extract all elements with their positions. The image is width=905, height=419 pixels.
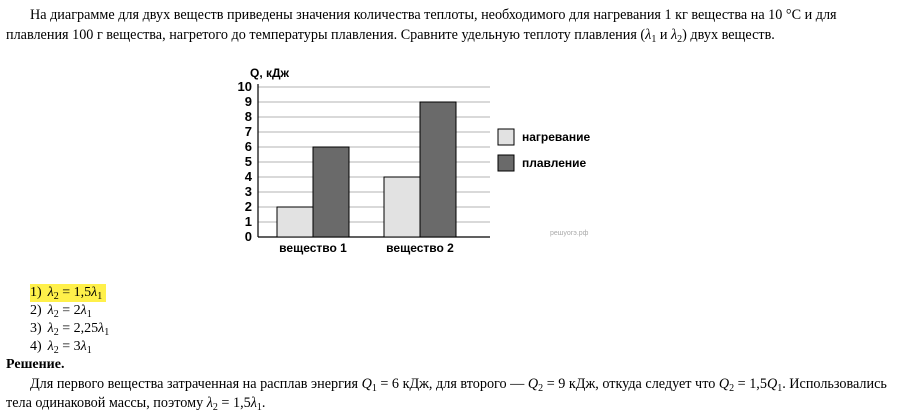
lambda-symbol: λ: [645, 26, 652, 43]
y-tick-label: 1: [245, 214, 252, 229]
solution-part: = 1,5: [217, 395, 251, 411]
lambda-symbol: λ: [47, 303, 54, 318]
lambda-symbol: λ: [47, 339, 54, 354]
subscript: 1: [97, 291, 103, 302]
subscript: 2: [538, 383, 544, 394]
bar-melting: [312, 146, 350, 238]
answer-text: 3) λ2 = 2,25λ1: [30, 320, 109, 338]
subscript: 2: [53, 291, 59, 302]
answer-coefficient: = 2: [58, 303, 81, 318]
watermark: решуогэ.рф: [550, 230, 589, 237]
subscript: 2: [677, 33, 683, 45]
subscript: 2: [729, 383, 735, 394]
problem-text: На диаграмме для двух веществ приведены …: [6, 6, 886, 45]
answer-number: 4): [30, 339, 42, 354]
subscript: 1: [777, 383, 783, 394]
x-tick-label: вещество 2: [386, 241, 454, 255]
answer-coefficient: = 3: [58, 339, 81, 354]
bar-heating: [383, 176, 421, 238]
subscript: 2: [212, 402, 218, 413]
subscript: 2: [53, 327, 59, 338]
q-symbol: Q: [718, 376, 730, 392]
answer-options: 1) λ2 = 1,5λ1 2) λ2 = 2λ1 3) λ2 = 2,25λ1 4) λ2 …: [30, 284, 109, 356]
subscript: 1: [256, 402, 262, 413]
y-tick-label: 10: [238, 79, 252, 94]
y-tick-label: 3: [245, 184, 252, 199]
q-symbol: Q: [766, 376, 778, 392]
y-tick-label: 5: [245, 154, 252, 169]
y-tick-label: 9: [245, 94, 252, 109]
lambda-symbol: λ: [80, 303, 87, 318]
legend-label: плавление: [522, 156, 587, 170]
answer-highlighted: 1) λ2 = 1,5λ1: [30, 284, 107, 302]
legend-swatch: [497, 128, 515, 146]
subscript: 2: [53, 345, 59, 356]
problem-tail: ) двух веществ.: [682, 26, 775, 43]
subscript: 1: [651, 33, 657, 45]
y-tick-label: 8: [245, 109, 252, 124]
y-tick-label: 6: [245, 139, 252, 154]
answer-number: 2): [30, 303, 42, 318]
q-symbol: Q: [361, 376, 372, 392]
answer-text: 4) λ2 = 3λ1: [30, 338, 109, 356]
answer-text: 2) λ2 = 2λ1: [30, 302, 109, 320]
answer-number: 3): [30, 321, 42, 336]
answer-option: 4) λ2 = 3λ1: [30, 338, 109, 356]
lambda-symbol: λ: [47, 285, 54, 300]
lambda-symbol: λ: [206, 395, 213, 411]
solution-heading: Решение.: [6, 357, 65, 372]
lambda-symbol: λ: [250, 395, 257, 411]
subscript: 2: [53, 309, 59, 320]
y-axis-label: Q, кДж: [250, 66, 290, 80]
solution-part: . Использовались тела одинаковой массы, …: [6, 376, 887, 411]
lambda-symbol: λ: [98, 321, 105, 336]
y-tick-label: 2: [245, 199, 252, 214]
answer-coefficient: = 1,5: [58, 285, 92, 300]
y-tick-label: 7: [245, 124, 252, 139]
legend-label: нагревание: [522, 130, 590, 144]
solution-text: Для первого вещества затраченная на расп…: [6, 375, 896, 413]
answer-option: 3) λ2 = 2,25λ1: [30, 320, 109, 338]
lambda-symbol: λ: [91, 285, 98, 300]
subscript: 1: [86, 309, 92, 320]
answer-option: 2) λ2 = 2λ1: [30, 302, 109, 320]
legend-swatch: [497, 154, 515, 172]
lambda-symbol: λ: [671, 26, 678, 43]
answer-coefficient: = 2,25: [58, 321, 99, 336]
solution-part: = 6 кДж, для второго —: [376, 376, 528, 392]
conjunction: и: [656, 26, 671, 43]
solution-part: = 9 кДж, откуда следует что: [543, 376, 719, 392]
lambda-symbol: λ: [80, 339, 87, 354]
y-tick-label: 4: [245, 169, 253, 184]
solution-part: = 1,5: [734, 376, 767, 392]
q-symbol: Q: [527, 376, 539, 392]
solution-part: Для первого вещества затраченная на расп…: [30, 376, 362, 392]
solution-part: .: [261, 395, 266, 411]
lambda-symbol: λ: [47, 321, 54, 336]
answer-option: 1) λ2 = 1,5λ1: [30, 284, 109, 302]
subscript: 1: [86, 345, 92, 356]
problem-body: На диаграмме для двух веществ приведены …: [6, 7, 837, 43]
answer-number: 1): [30, 285, 42, 300]
bar-melting: [419, 101, 457, 238]
bar-heating: [276, 206, 314, 238]
x-tick-label: вещество 1: [279, 241, 347, 255]
y-tick-label: 0: [245, 229, 252, 244]
subscript: 1: [371, 383, 377, 394]
subscript: 1: [104, 327, 110, 338]
